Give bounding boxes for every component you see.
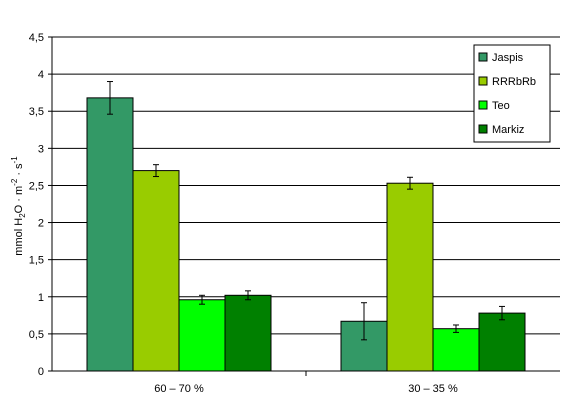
legend-swatch (478, 52, 488, 62)
x-tick-label: 60 – 70 % (154, 383, 204, 395)
legend: Jaspis RRRbRb Teo Markiz (473, 44, 551, 143)
bars (86, 97, 526, 372)
y-tick-label: 3 (38, 143, 44, 155)
y-tick-label: 1,5 (29, 255, 44, 267)
legend-swatch (478, 124, 488, 134)
bar-markiz (478, 312, 526, 372)
legend-label: Teo (492, 100, 510, 112)
legend-label: Markiz (492, 124, 524, 136)
y-tick-label: 2 (38, 218, 44, 230)
legend-swatch (478, 76, 488, 86)
legend-swatch (478, 100, 488, 110)
y-tick-label: 1 (38, 292, 44, 304)
bar-jaspis (86, 97, 134, 372)
legend-label: RRRbRb (492, 76, 536, 88)
y-tick-label: 2,5 (29, 180, 44, 192)
bar-rrrbrb (386, 182, 434, 372)
y-tick-label: 0,5 (29, 329, 44, 341)
y-axis-label: mmol H2O · m-2 · s-1 (10, 156, 27, 256)
legend-label: Jaspis (492, 52, 524, 64)
y-tick-label: 3,5 (29, 106, 44, 118)
bar-rrrbrb (132, 170, 180, 372)
bar-markiz (224, 294, 272, 372)
y-tick-label: 0 (38, 366, 44, 378)
axes (48, 36, 560, 376)
x-tick-label: 30 – 35 % (408, 383, 458, 395)
y-tick-label: 4 (38, 69, 44, 81)
error-bars (107, 81, 505, 341)
y-tick-label: 4,5 (29, 32, 44, 44)
tick-labels: 0 0,5 1 1,5 2 2,5 3 3,5 4 4,5 60 – 70 % 30 – 35 % (29, 32, 458, 395)
bar-teo (178, 299, 226, 372)
bar-teo (432, 328, 480, 372)
